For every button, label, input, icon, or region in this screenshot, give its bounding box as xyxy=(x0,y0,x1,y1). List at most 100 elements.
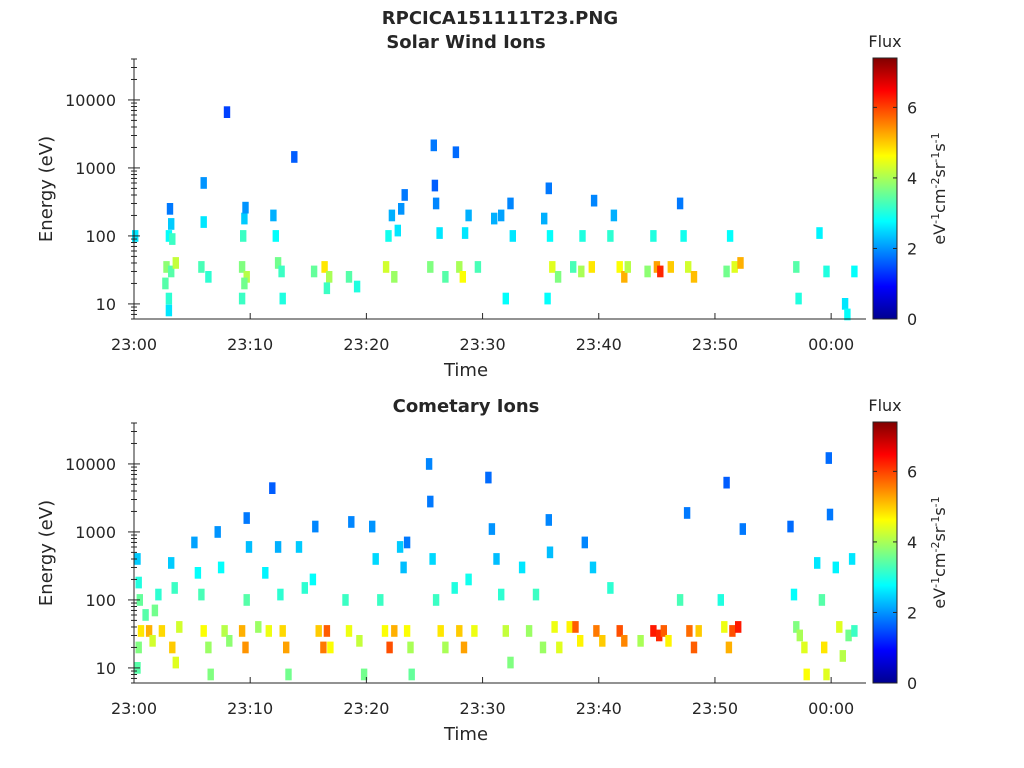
heatmap-cell xyxy=(400,561,407,574)
heatmap-cell xyxy=(442,271,449,283)
heatmap-cell xyxy=(823,668,830,681)
heatmap-cell xyxy=(551,621,558,633)
colorbar-tick-label: 6 xyxy=(907,98,917,117)
heatmap-cell xyxy=(243,594,250,606)
y-tick-label: 1000 xyxy=(75,159,116,178)
heatmap-cell xyxy=(841,298,849,310)
heatmap-cell xyxy=(262,567,269,579)
heatmap-cell xyxy=(465,209,472,222)
heatmap-cell xyxy=(295,541,303,553)
heatmap-cell xyxy=(353,280,361,293)
heatmap-cell xyxy=(348,516,355,528)
heatmap-cell xyxy=(377,594,384,606)
y-axis-label: Energy (eV) xyxy=(36,136,57,242)
y-tick-label: 100 xyxy=(85,591,116,610)
heatmap-cell xyxy=(221,625,228,637)
heatmap-cell xyxy=(163,261,170,273)
heatmap-cell xyxy=(345,625,353,637)
heatmap-cell xyxy=(323,625,331,637)
heatmap-cell xyxy=(826,508,834,521)
panel-solar-wind-ions: 23:00 23:10 23:20 23:30 23:40 23:50 00:00 10 100… xyxy=(36,32,949,381)
heatmap-cell xyxy=(323,282,331,295)
plot-area xyxy=(134,59,866,319)
heatmap-cell xyxy=(372,553,379,565)
heatmap-cell xyxy=(243,512,250,524)
heatmap-cell xyxy=(432,594,440,606)
heatmap-cell xyxy=(194,567,202,579)
heatmap-cell xyxy=(485,471,492,484)
heatmap-cell xyxy=(581,536,588,549)
heatmap-cell xyxy=(432,197,440,210)
heatmap-cell xyxy=(155,588,162,601)
heatmap-cell xyxy=(735,621,742,633)
heatmap-cell xyxy=(525,625,533,637)
heatmap-cell xyxy=(624,261,631,273)
figure-title: RPCICA151111T23.PNG xyxy=(382,8,618,29)
colorbar-title: Flux xyxy=(868,32,901,51)
x-axis-label: Time xyxy=(443,360,488,381)
heatmap-cell xyxy=(265,625,272,637)
heatmap-cell xyxy=(408,668,415,681)
heatmap-cell xyxy=(656,629,663,642)
heatmap-cell xyxy=(488,523,496,535)
heatmap-cell xyxy=(825,452,832,464)
colorbar-title: Flux xyxy=(868,396,901,415)
heatmap-cell xyxy=(676,594,684,606)
heatmap-cell xyxy=(310,265,318,278)
heatmap-cell xyxy=(166,203,174,215)
heatmap-cell xyxy=(198,588,205,601)
heatmap-cell xyxy=(845,629,852,642)
heatmap-cell xyxy=(509,230,516,242)
heatmap-cell xyxy=(242,201,249,214)
heatmap-cell xyxy=(657,265,664,278)
heatmap-cell xyxy=(801,641,808,654)
heatmap-cell xyxy=(680,230,687,242)
heatmap-cell xyxy=(398,203,405,215)
heatmap-cell xyxy=(498,209,505,222)
heatmap-cell xyxy=(566,621,573,633)
heatmap-cell xyxy=(665,635,672,647)
heatmap-cell xyxy=(369,520,376,533)
heatmap-cell xyxy=(169,233,176,245)
y-tick-label: 10000 xyxy=(65,455,116,474)
heatmap-cell xyxy=(285,668,292,681)
colorbar-tick-label: 6 xyxy=(907,462,917,481)
x-tick-label: 23:50 xyxy=(692,699,738,718)
y-tick-label: 10 xyxy=(96,295,116,314)
colorbar-tick-label: 2 xyxy=(907,239,917,258)
heatmap-cell xyxy=(277,588,284,601)
heatmap-cell xyxy=(279,292,286,305)
heatmap-cell xyxy=(205,271,212,283)
heatmap-cell xyxy=(238,261,246,273)
heatmap-cell xyxy=(607,230,614,242)
heatmap-cell xyxy=(217,561,225,574)
heatmap-cell xyxy=(460,641,468,654)
heatmap-cell xyxy=(737,257,744,269)
heatmap-cell xyxy=(676,197,684,210)
heatmap-cell xyxy=(588,261,595,273)
heatmap-cell xyxy=(214,526,221,538)
colorbar-tick-label: 4 xyxy=(907,169,917,188)
colorbar-units-label: eV-1cm-2sr-1s-1 xyxy=(929,496,950,608)
heatmap-cell xyxy=(279,625,286,637)
heatmap-cell xyxy=(461,227,469,239)
heatmap-cell xyxy=(226,635,233,647)
heatmap-cell xyxy=(255,621,262,633)
x-tick-label: 23:20 xyxy=(343,699,389,718)
heatmap-cell xyxy=(570,261,577,273)
heatmap-cell xyxy=(391,625,398,637)
heatmap-cell xyxy=(726,230,734,242)
heatmap-cell xyxy=(238,292,246,305)
heatmap-cell xyxy=(695,625,702,637)
heatmap-cell xyxy=(145,625,153,637)
heatmap-cell xyxy=(590,194,598,207)
heatmap-cell xyxy=(240,230,247,242)
heatmap-cell xyxy=(207,668,214,681)
heatmap-cell xyxy=(274,257,282,269)
heatmap-cell xyxy=(621,635,628,647)
heatmap-cell xyxy=(823,265,830,278)
heatmap-cell xyxy=(690,271,698,283)
heatmap-cell xyxy=(169,641,176,654)
y-tick-label: 10 xyxy=(96,659,116,678)
